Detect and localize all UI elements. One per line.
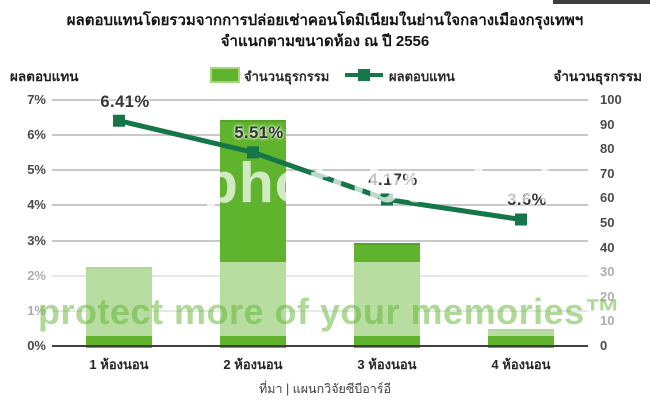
x-axis-category-label: 1 ห้องนอน	[89, 357, 149, 372]
chart-title: ผลตอบแทนโดยรวมจากการปล่อยเช่าคอนโดมิเนีย…	[0, 10, 650, 52]
left-axis-tick-label: 4%	[27, 197, 46, 213]
line-point-marker	[113, 114, 125, 127]
watermark-wash-band	[0, 262, 650, 336]
left-axis-title: ผลตอบแทน	[10, 69, 79, 84]
line-point-value-label: 6.41%	[100, 92, 150, 111]
right-axis-tick-label: 50	[600, 215, 615, 230]
right-axis-tick-label: 90	[600, 116, 615, 132]
line-point-marker	[247, 146, 259, 159]
left-axis-tick-label: 3%	[27, 232, 46, 248]
left-axis-tick-label: 7%	[27, 92, 46, 107]
right-axis-tick-label: 40	[600, 239, 615, 255]
line-point-marker	[381, 193, 393, 206]
cropped-banner-artifact	[553, 0, 650, 4]
left-axis-tick-label: 5%	[27, 162, 46, 178]
right-axis-tick-label: 0	[600, 338, 608, 353]
legend-line-label: ผลตอบแทน	[389, 69, 455, 84]
left-axis-tick-label: 0%	[27, 338, 46, 353]
x-axis-category-label: 4 ห้องนอน	[491, 357, 551, 372]
chart-title-line1: ผลตอบแทนโดยรวมจากการปล่อยเช่าคอนโดมิเนีย…	[66, 12, 584, 29]
x-axis-line	[52, 345, 588, 347]
legend-row: ผลตอบแทน จำนวนธุรกรรม ผลตอบแทน จำนวนธุรก…	[0, 62, 650, 86]
right-axis-tick-label: 60	[600, 190, 615, 206]
line-legend-marker-icon	[358, 69, 370, 81]
gridline	[52, 134, 588, 137]
source-caption: ที่มา | แผนกวิจัยซีบีอาร์อี	[258, 382, 392, 396]
line-point-value-label: 3.6%	[507, 191, 547, 210]
photobucket-watermark: photobucket	[203, 151, 556, 215]
right-axis-tick-label: 100	[600, 92, 622, 107]
line-point-value-label: 5.51%	[234, 124, 284, 143]
photobucket-tagline-watermark: protect more of your memories™	[38, 291, 622, 332]
x-axis-category-label: 3 ห้องนอน	[357, 357, 417, 372]
gridline	[52, 239, 588, 242]
line-point-value-label: 4.17%	[368, 171, 418, 190]
x-axis-category-label: 2 ห้องนอน	[223, 357, 283, 372]
legend-bar-label: จำนวนธุรกรรม	[244, 69, 330, 84]
right-axis-tick-label: 80	[600, 141, 615, 157]
gridline	[52, 99, 588, 101]
right-axis-tick-label: 70	[600, 165, 615, 181]
right-axis-title: จำนวนธุรกรรม	[553, 69, 642, 84]
bar-legend-swatch-icon	[210, 67, 240, 83]
line-point-marker	[515, 213, 527, 226]
left-axis-tick-label: 6%	[27, 127, 46, 143]
gridline	[52, 169, 588, 172]
chart-title-line2: จำแนกตามขนาดห้อง ณ ปี 2556	[220, 33, 430, 50]
gridline	[52, 204, 588, 207]
